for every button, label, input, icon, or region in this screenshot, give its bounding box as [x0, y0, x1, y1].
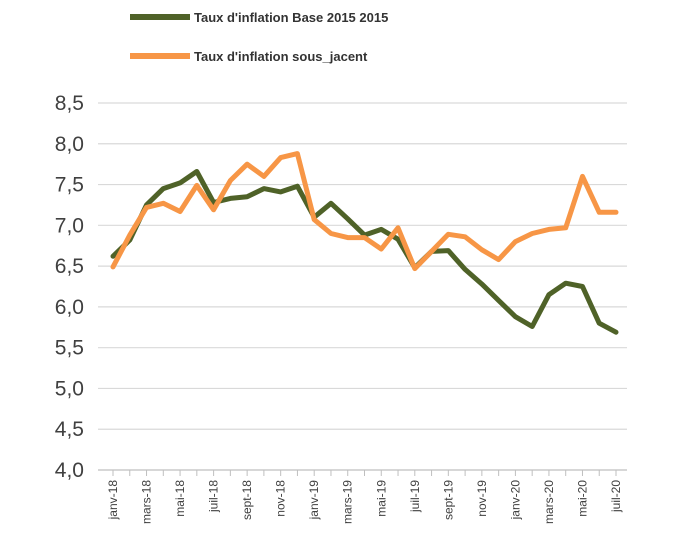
legend: Taux d'inflation Base 2015 2015 Taux d'i… — [130, 10, 388, 64]
legend-label-inflation-sous-jacent: Taux d'inflation sous_jacent — [194, 49, 368, 64]
legend-entry-inflation-sous-jacent: Taux d'inflation sous_jacent — [130, 49, 368, 64]
x-tick-label: mai-20 — [575, 480, 589, 517]
y-tick-label: 8,5 — [55, 92, 84, 115]
x-tick-label: mars-20 — [542, 480, 556, 524]
y-tick-label: 4,0 — [55, 459, 84, 482]
y-tick-label: 7,5 — [55, 174, 84, 197]
x-tick-label: juil-20 — [609, 480, 623, 513]
legend-entry-inflation-base-2015: Taux d'inflation Base 2015 2015 — [130, 10, 388, 25]
gridlines — [98, 102, 627, 430]
x-tick-label: mars-18 — [140, 480, 154, 524]
y-tick-label: 7,0 — [55, 214, 84, 237]
legend-label-inflation-base-2015: Taux d'inflation Base 2015 2015 — [194, 10, 388, 25]
y-axis-ticks: 4,0 4,5 5,0 5,5 6,0 6,5 7,0 7,5 8,0 8,5 — [55, 92, 84, 482]
x-tick-label: mai-18 — [173, 480, 187, 517]
y-tick-label: 4,5 — [55, 418, 84, 441]
x-tick-label: juil-19 — [408, 480, 422, 513]
x-tick-label: janv-19 — [307, 480, 321, 521]
x-tick-label: sept-18 — [240, 480, 254, 520]
x-tick-label: nov-19 — [475, 480, 489, 517]
x-tick-label: janv-20 — [508, 480, 522, 521]
x-tick-label: nov-18 — [274, 480, 288, 517]
y-tick-label: 6,0 — [55, 296, 84, 319]
x-tick-label: mars-19 — [341, 480, 355, 524]
x-tick-label: mai-19 — [374, 480, 388, 517]
y-tick-label: 5,5 — [55, 337, 84, 360]
x-tick-label: janv-18 — [106, 480, 120, 521]
x-tick-label: sept-19 — [441, 480, 455, 520]
x-axis: janv-18 mars-18 mai-18 juil-18 sept-18 nov-18… — [98, 469, 627, 524]
series-line-inflation-sous-jacent — [110, 151, 619, 272]
y-tick-label: 6,5 — [55, 255, 84, 278]
series-lines — [110, 151, 619, 335]
x-tick-label: juil-18 — [207, 480, 221, 513]
y-tick-label: 5,0 — [55, 377, 84, 400]
y-tick-label: 8,0 — [55, 133, 84, 156]
